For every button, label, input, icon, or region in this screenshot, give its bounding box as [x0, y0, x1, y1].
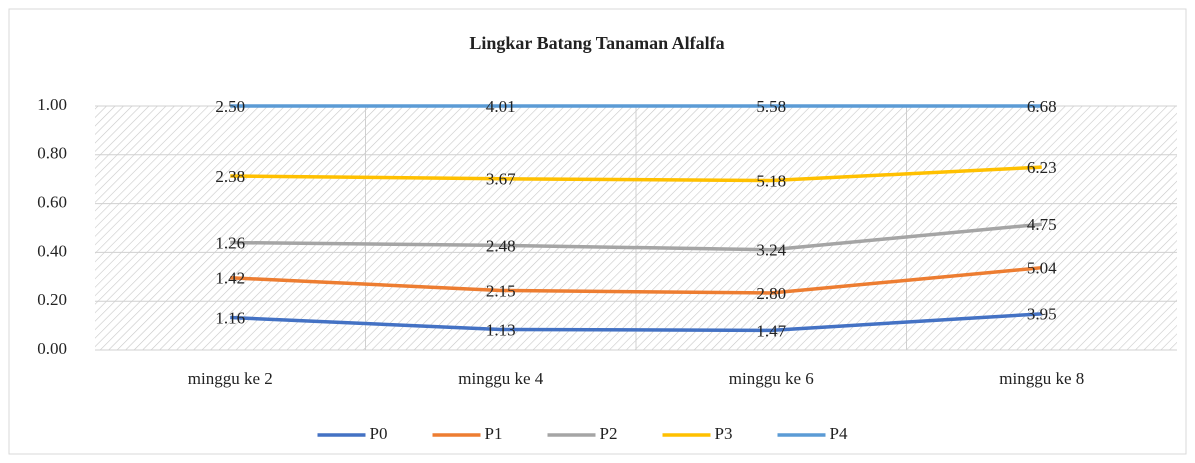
data-label: 2.50: [215, 97, 245, 116]
data-label: 1.13: [486, 320, 516, 339]
data-label: 2.48: [486, 236, 516, 255]
data-label: 3.67: [486, 170, 516, 189]
data-label: 1.16: [215, 308, 245, 327]
data-label: 3.24: [756, 241, 786, 260]
y-tick-label: 0.00: [37, 339, 67, 358]
data-label: 5.58: [756, 97, 786, 116]
data-label: 4.01: [486, 97, 516, 116]
data-label: 2.80: [756, 284, 786, 303]
legend-label: P1: [485, 424, 503, 443]
series-line: [230, 265, 1042, 295]
data-label: 6.23: [1027, 158, 1057, 177]
series-line: [230, 312, 1042, 333]
data-label: 1.47: [756, 321, 786, 340]
x-tick-label: minggu ke 6: [729, 369, 814, 388]
data-label: 1.42: [215, 269, 245, 288]
y-tick-label: 0.60: [37, 193, 67, 212]
y-tick-label: 0.40: [37, 241, 67, 260]
x-tick-label: minggu ke 4: [458, 369, 543, 388]
series-line: [230, 222, 1042, 252]
data-label: 1.26: [215, 233, 245, 252]
data-label: 6.68: [1027, 97, 1057, 116]
chart-title: Lingkar Batang Tanaman Alfalfa: [469, 33, 724, 53]
data-label: 4.75: [1027, 215, 1057, 234]
data-label: 2.38: [215, 167, 245, 186]
data-label: 2.15: [486, 281, 516, 300]
y-tick-label: 0.20: [37, 290, 67, 309]
y-tick-label: 1.00: [37, 95, 67, 114]
x-tick-label: minggu ke 2: [188, 369, 273, 388]
legend-label: P2: [600, 424, 618, 443]
legend-label: P0: [370, 424, 388, 443]
y-tick-label: 0.80: [37, 144, 67, 163]
series-line: [230, 165, 1042, 183]
data-label: 3.95: [1027, 305, 1057, 324]
data-label: 5.04: [1027, 259, 1057, 278]
legend-label: P3: [715, 424, 733, 443]
x-tick-label: minggu ke 8: [999, 369, 1084, 388]
legend-label: P4: [830, 424, 848, 443]
data-label: 5.18: [756, 171, 786, 190]
